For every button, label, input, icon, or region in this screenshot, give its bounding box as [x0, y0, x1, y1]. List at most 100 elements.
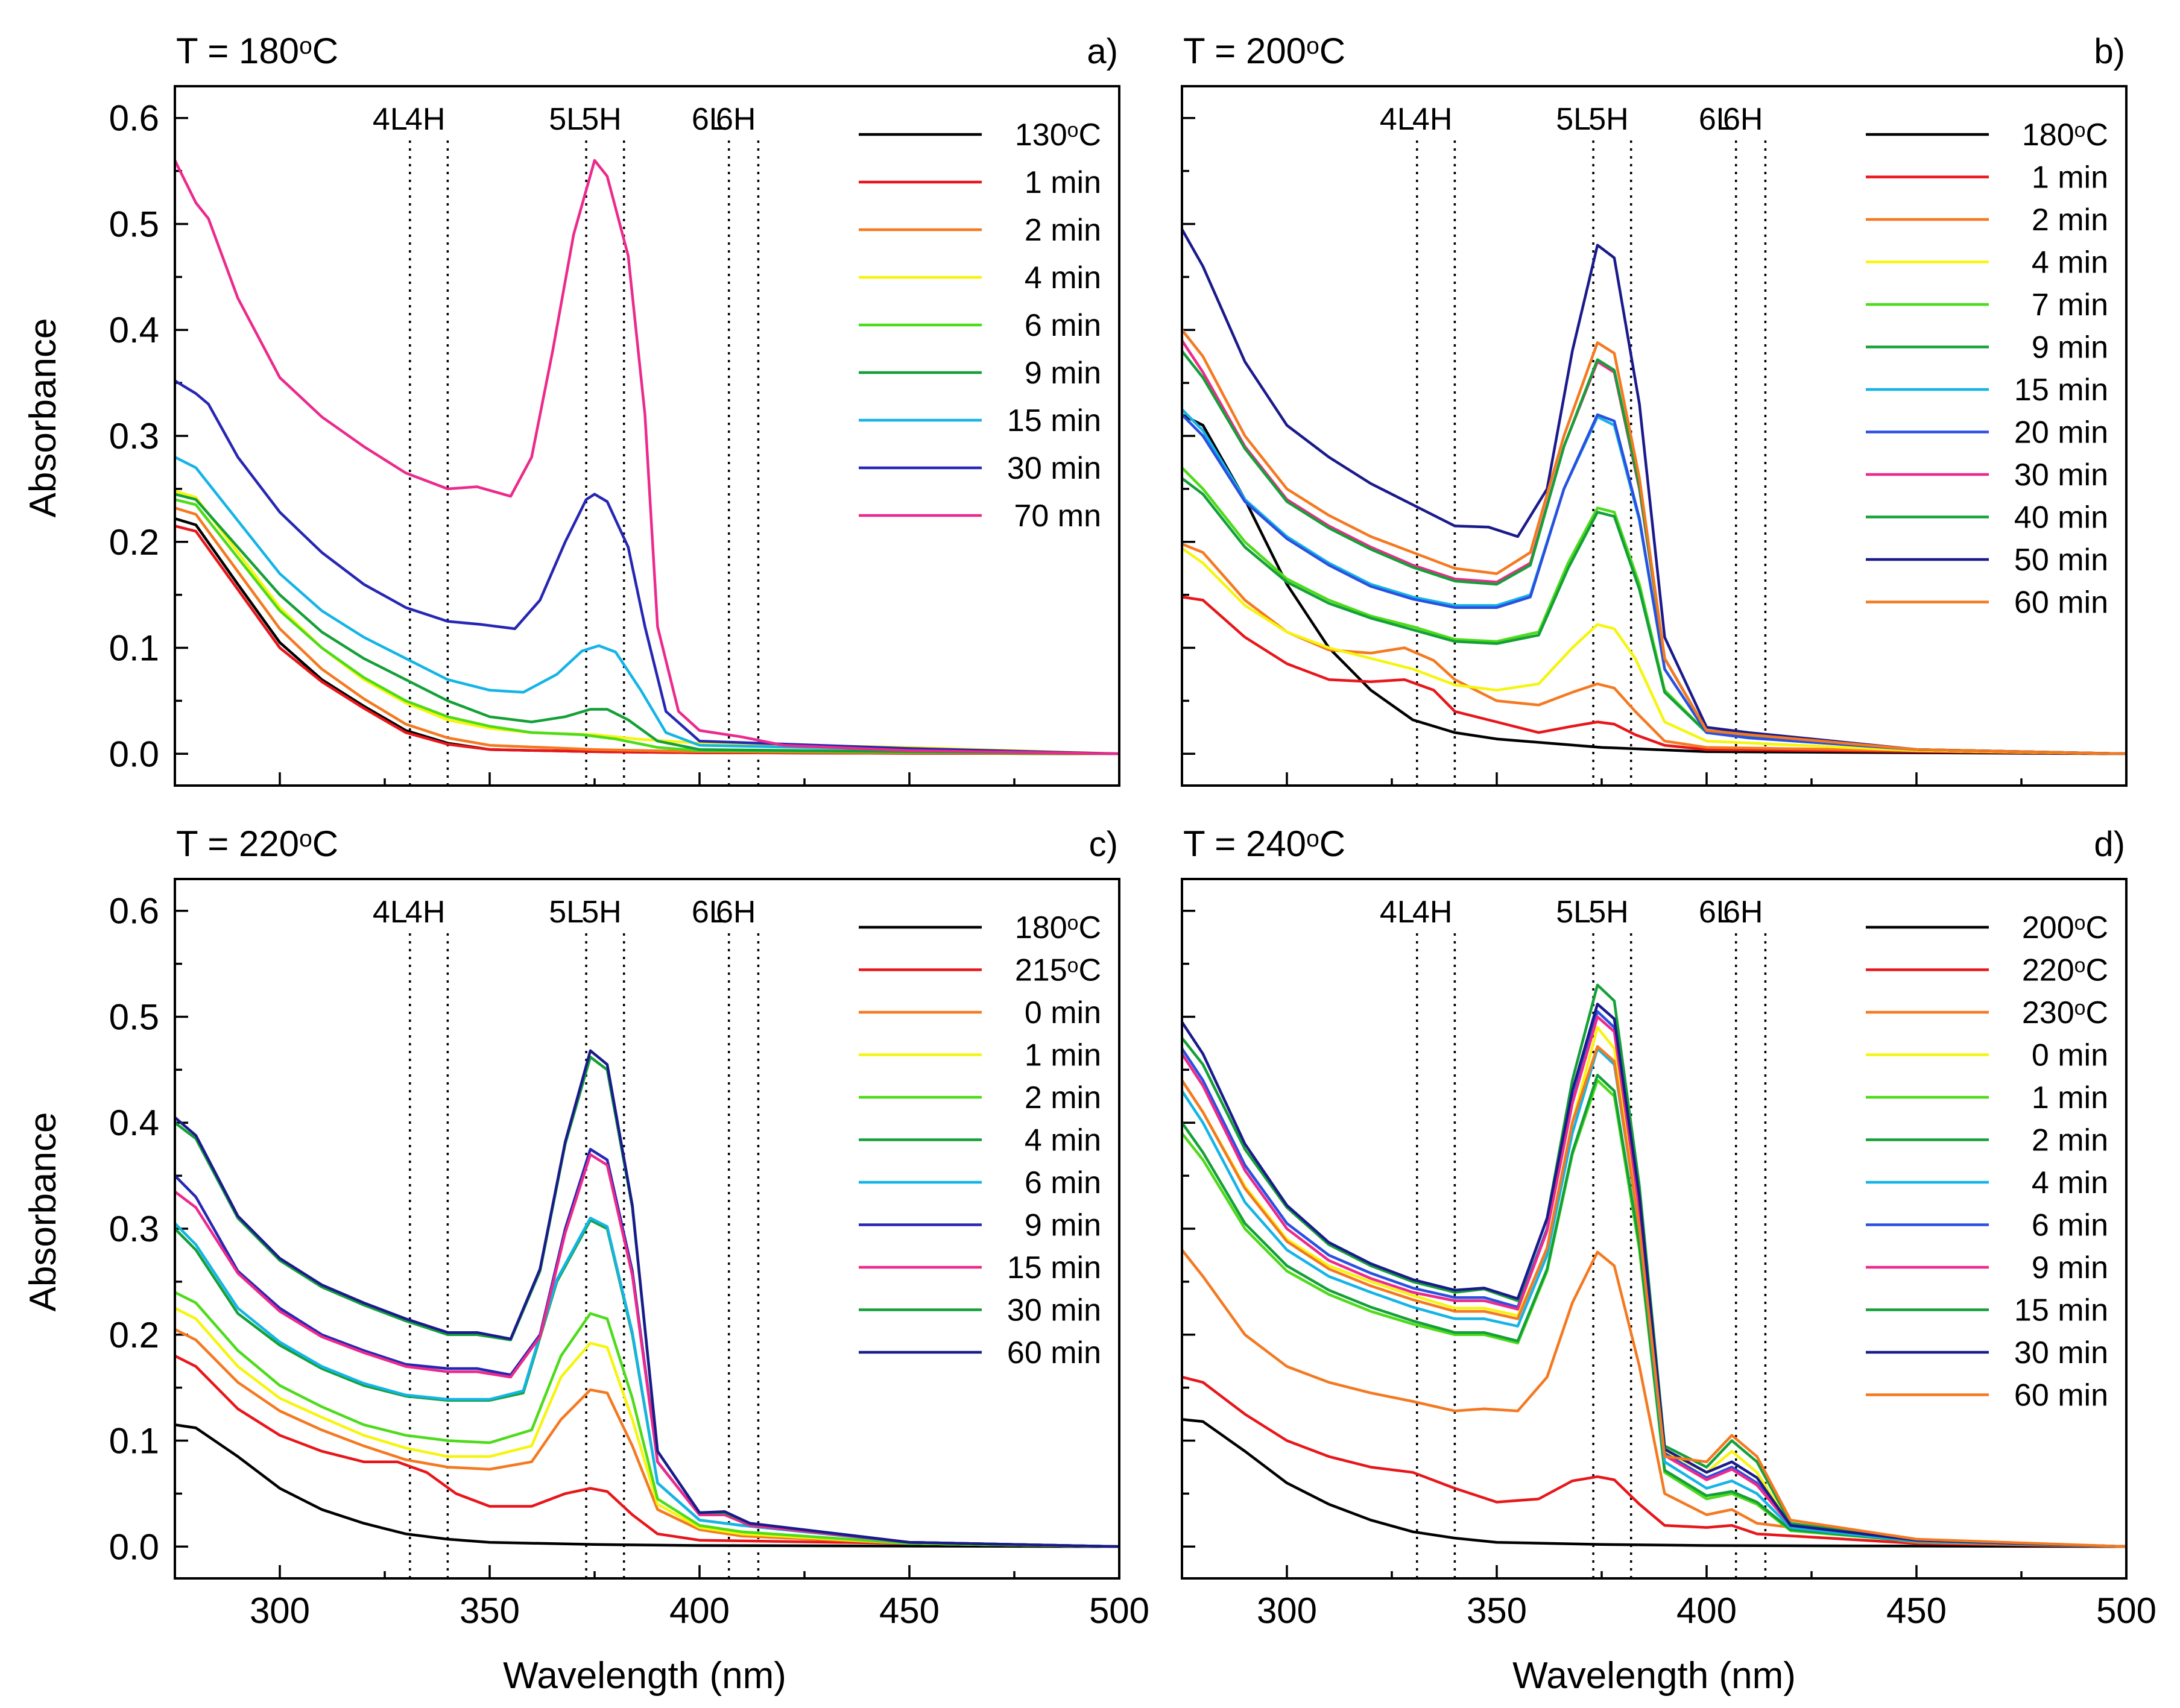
reference-label-6l: 6L [1699, 102, 1734, 137]
y-tick-label: 0.1 [109, 628, 159, 669]
legend-label-5: 9 min [2032, 330, 2108, 365]
legend-label-2: 2 min [1025, 213, 1101, 248]
reference-label-5l: 5L [549, 895, 584, 930]
series-line-2 [175, 1328, 1119, 1548]
reference-label-4l: 4L [373, 895, 408, 930]
y-tick-label: 0.1 [109, 1421, 159, 1461]
legend-label-11: 60 min [2014, 1378, 2108, 1413]
y-tick-label: 0.4 [109, 1103, 159, 1143]
series-line-2 [1182, 1248, 2126, 1548]
series-line-6 [175, 1217, 1119, 1548]
legend-label-1: 220oC [2022, 953, 2108, 988]
plot-frame [1181, 85, 2128, 787]
reference-label-4l: 4L [373, 102, 408, 137]
series-line-5 [1182, 1073, 2126, 1548]
y-tick-label: 0.2 [109, 1315, 159, 1355]
legend-label-7: 30 min [1007, 451, 1101, 486]
series-line-10 [175, 1049, 1119, 1548]
legend-label-6: 6 min [1025, 1165, 1101, 1200]
reference-label-6l: 6L [1699, 895, 1734, 930]
series-line-1 [175, 525, 1119, 755]
series-line-5 [175, 493, 1119, 755]
y-tick-label: 0.2 [109, 522, 159, 563]
series-line-6 [1182, 1047, 2126, 1548]
series-line-5 [1182, 477, 2126, 755]
legend-label-10: 50 min [2014, 543, 2108, 578]
legend-label-2: 0 min [1025, 995, 1101, 1030]
series-line-4 [175, 498, 1119, 755]
series-line-10 [1182, 228, 2126, 755]
legend-label-2: 230oC [2022, 995, 2108, 1030]
reference-label-5h: 5H [1588, 895, 1628, 930]
legend-label-1: 215oC [1015, 953, 1101, 988]
reference-label-6h: 6H [1723, 895, 1763, 930]
legend-label-4: 7 min [2032, 288, 2108, 323]
reference-label-4h: 4H [405, 102, 445, 137]
panel-title: T = 200oC [1183, 31, 1345, 71]
x-tick-label: 500 [2096, 1590, 2156, 1631]
y-tick-label: 0.5 [109, 997, 159, 1037]
panel-title: T = 180oC [176, 31, 338, 71]
x-axis-label-right: Wavelength (nm) [1512, 1655, 1796, 1697]
series-line-7 [175, 379, 1119, 755]
series-line-8 [1182, 1015, 2126, 1548]
legend-label-8: 9 min [2032, 1250, 2108, 1285]
y-axis-label-top: Absorbance [22, 318, 64, 518]
legend-label-8: 30 min [2014, 458, 2108, 493]
legend-label-5: 4 min [1025, 1123, 1101, 1158]
series-line-7 [1182, 413, 2126, 755]
reference-label-5h: 5H [581, 102, 621, 137]
series-line-3 [175, 1306, 1119, 1548]
x-tick-label: 400 [1676, 1590, 1737, 1631]
reference-label-5l: 5L [1556, 102, 1591, 137]
legend-label-7: 20 min [2014, 415, 2108, 450]
panel-title: T = 240oC [1183, 824, 1345, 864]
reference-label-6h: 6H [1723, 102, 1763, 137]
reference-label-5h: 5H [581, 895, 621, 930]
reference-label-4l: 4L [1380, 102, 1415, 137]
legend-label-9: 40 min [2014, 500, 2108, 535]
y-tick-label: 0.6 [109, 98, 159, 139]
series-line-3 [175, 490, 1119, 755]
reference-label-4l: 4L [1380, 895, 1415, 930]
x-tick-label: 450 [879, 1590, 940, 1631]
y-axis-label-bottom: Absorbance [22, 1112, 64, 1312]
y-tick-label: 0.0 [109, 1527, 159, 1567]
series-line-3 [1182, 547, 2126, 755]
reference-label-6h: 6H [716, 102, 756, 137]
legend-label-0: 180oC [1015, 910, 1101, 945]
series-line-4 [175, 1291, 1119, 1548]
reference-label-4h: 4H [1412, 895, 1452, 930]
panel-c: T = 220oC c) 0.0 0.1 0.2 0.3 0.4 0.5 0.6 300 350 40… [109, 824, 1149, 1631]
legend-label-3: 0 min [2032, 1038, 2108, 1073]
y-tick-label: 0.0 [109, 734, 159, 774]
series-line-0 [175, 1423, 1119, 1548]
legend-label-5: 9 min [1025, 356, 1101, 391]
y-tick-label: 0.5 [109, 204, 159, 244]
legend-label-3: 4 min [1025, 260, 1101, 295]
legend-label-7: 6 min [2032, 1208, 2108, 1243]
reference-label-4h: 4H [1412, 102, 1452, 137]
series-line-11 [1182, 328, 2126, 755]
series-line-7 [1182, 1010, 2126, 1548]
series-group [175, 1049, 1119, 1548]
x-tick-label: 350 [460, 1590, 520, 1631]
plot-frame [1181, 878, 2128, 1580]
x-axis-label-left: Wavelength (nm) [503, 1655, 786, 1697]
legend-label-7: 9 min [1025, 1208, 1101, 1243]
legend-label-9: 15 min [2014, 1293, 2108, 1328]
series-line-1 [1182, 1375, 2126, 1548]
legend-label-1: 1 min [1025, 165, 1101, 200]
series-group [1182, 228, 2126, 755]
series-line-4 [1182, 1079, 2126, 1548]
panel-label: a) [1087, 32, 1118, 71]
panel-label: d) [2094, 825, 2125, 864]
series-line-1 [1182, 595, 2126, 755]
legend-label-0: 130oC [1015, 118, 1101, 153]
series-line-6 [175, 455, 1119, 755]
legend-label-0: 200oC [2022, 910, 2108, 945]
